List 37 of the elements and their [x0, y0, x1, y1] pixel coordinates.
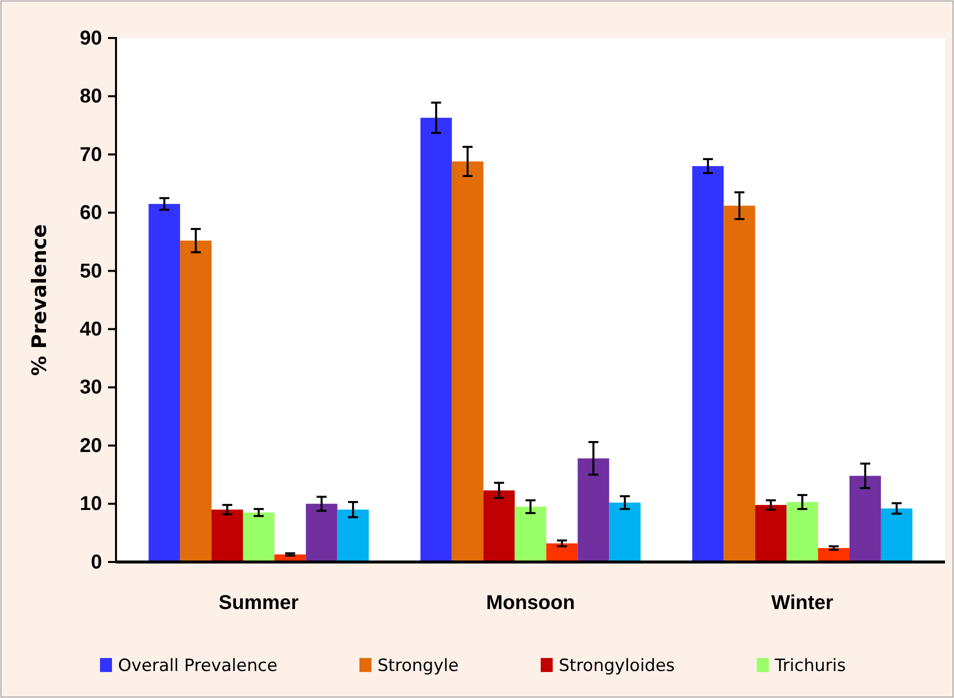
bar [420, 118, 452, 562]
bar [724, 206, 756, 562]
bar [546, 543, 578, 562]
bar [483, 490, 515, 562]
bar [148, 204, 180, 562]
bar [692, 166, 724, 562]
bar [880, 508, 912, 562]
y-tick-label: 10 [80, 493, 102, 516]
bar [306, 504, 338, 562]
y-tick-label: 0 [90, 551, 102, 574]
x-tick-label: Monsoon [486, 592, 575, 614]
legend-label: Strongyloides [558, 656, 675, 676]
y-tick-label: 90 [80, 27, 102, 50]
x-tick-label: Summer [218, 592, 299, 614]
bar [609, 502, 641, 562]
legend-label: Overall Prevalence [118, 656, 278, 676]
bar [578, 458, 610, 562]
y-tick-label: 80 [80, 86, 102, 108]
y-tick-label: 60 [80, 202, 102, 224]
bar [849, 476, 881, 562]
bar [755, 504, 787, 562]
bar [242, 512, 274, 562]
bar [337, 510, 369, 562]
legend-label: Strongyle [377, 656, 459, 676]
x-tick-label: Winter [771, 592, 834, 614]
bar [212, 510, 243, 562]
bar [786, 502, 818, 562]
bar [452, 161, 484, 562]
legend-label: Trichuris [774, 656, 846, 676]
y-tick-label: 70 [80, 144, 102, 166]
bar [514, 506, 546, 562]
y-tick-label: 50 [80, 260, 102, 282]
bar [180, 240, 212, 562]
y-axis-title: % Prevalence [27, 224, 51, 376]
y-tick-label: 40 [80, 318, 102, 341]
y-tick-label: 30 [80, 376, 102, 399]
y-tick-label: 20 [80, 434, 102, 457]
